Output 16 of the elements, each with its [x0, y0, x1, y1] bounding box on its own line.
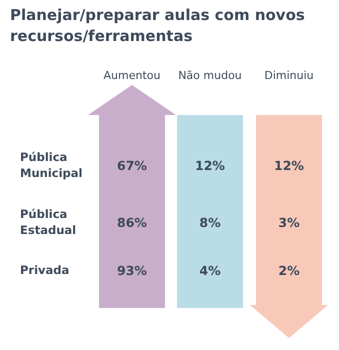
data-label: 3% — [278, 215, 300, 230]
data-label: 93% — [117, 263, 148, 278]
y-tick-label: Pública Estadual — [20, 207, 76, 237]
y-tick-label: Privada — [20, 263, 70, 277]
data-label: 12% — [195, 158, 226, 173]
data-label: 12% — [274, 158, 304, 173]
x-tick-label: Aumentou — [104, 69, 160, 82]
x-tick-label: Não mudou — [178, 69, 242, 82]
data-label: 67% — [117, 158, 148, 173]
data-label: 2% — [278, 263, 300, 278]
data-label: 8% — [199, 215, 222, 230]
x-tick-label: Diminuiu — [264, 69, 314, 82]
data-label: 86% — [117, 215, 148, 230]
y-tick-label: Pública Municipal — [20, 150, 82, 180]
chart-title: Planejar/preparar aulas com novos recursos/ferramentas — [10, 6, 305, 45]
data-label: 4% — [199, 263, 222, 278]
